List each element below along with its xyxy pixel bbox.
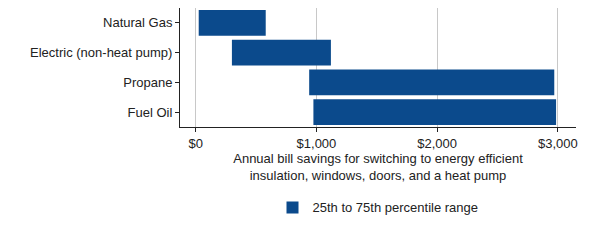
svg-text:Electric (non-heat pump): Electric (non-heat pump) (30, 45, 172, 60)
svg-text:Propane: Propane (123, 75, 172, 90)
svg-text:Natural Gas: Natural Gas (103, 15, 173, 30)
svg-text:25th to 75th percentile range: 25th to 75th percentile range (313, 200, 479, 215)
svg-text:Fuel Oil: Fuel Oil (128, 105, 173, 120)
svg-text:$2,000: $2,000 (417, 136, 457, 151)
svg-text:$1,000: $1,000 (297, 136, 337, 151)
svg-text:$0: $0 (188, 136, 202, 151)
svg-text:Annual bill savings for switch: Annual bill savings for switching to ene… (233, 151, 523, 183)
svg-text:$3,000: $3,000 (538, 136, 578, 151)
